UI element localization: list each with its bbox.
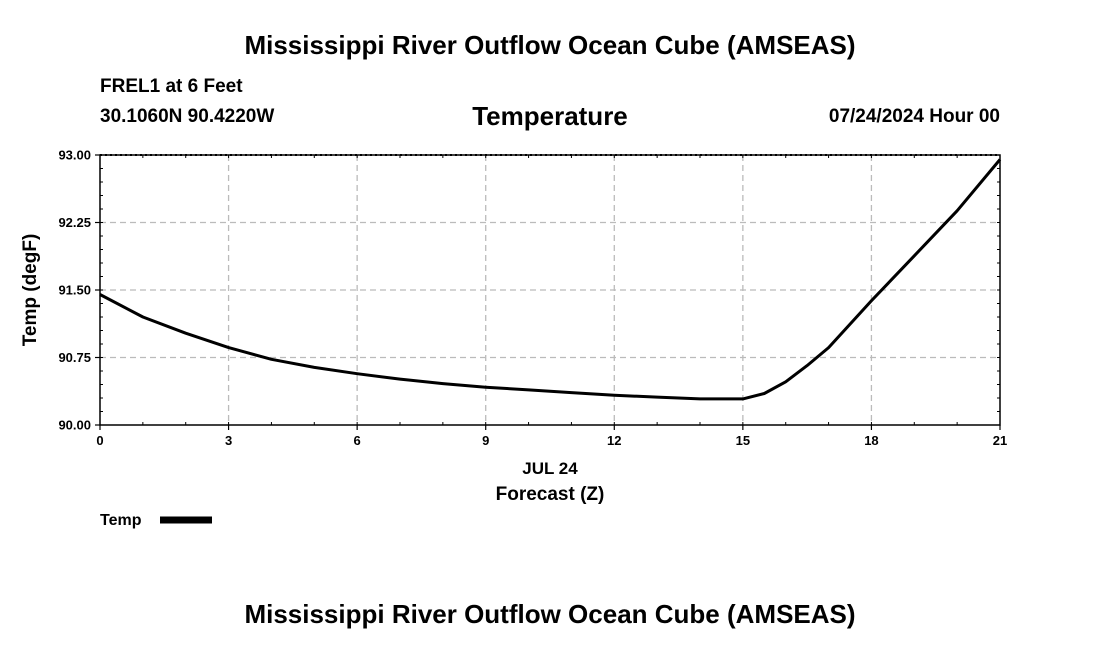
x-tick-label: 3	[225, 433, 232, 448]
x-tick-label: 18	[864, 433, 878, 448]
x-tick-label: 15	[736, 433, 750, 448]
forecast-datetime: 07/24/2024 Hour 00	[828, 106, 1000, 127]
y-tick-label: 90.75	[58, 350, 91, 365]
y-axis-label: Temp (degF)	[20, 234, 41, 347]
chart-title: Temperature	[472, 101, 628, 131]
y-tick-label: 91.50	[58, 283, 91, 298]
footer-title: Mississippi River Outflow Ocean Cube (AM…	[244, 599, 856, 629]
x-axis-date-label: JUL 24	[522, 459, 578, 478]
series-line-temp	[99, 158, 1002, 401]
x-tick-label: 6	[354, 433, 361, 448]
x-axis-label: Forecast (Z)	[496, 484, 605, 505]
page-title: Mississippi River Outflow Ocean Cube (AM…	[244, 30, 856, 60]
x-tick-label: 9	[482, 433, 489, 448]
legend-label-temp: Temp	[100, 512, 142, 529]
x-tick-label: 12	[607, 433, 621, 448]
y-tick-label: 93.00	[58, 148, 91, 163]
x-tick-label: 0	[96, 433, 103, 448]
station-label: FREL1 at 6 Feet	[100, 76, 243, 97]
y-tick-label: 90.00	[58, 418, 91, 433]
coordinates-label: 30.1060N 90.4220W	[100, 106, 275, 127]
x-tick-label: 21	[993, 433, 1007, 448]
y-tick-label: 92.25	[58, 215, 91, 230]
